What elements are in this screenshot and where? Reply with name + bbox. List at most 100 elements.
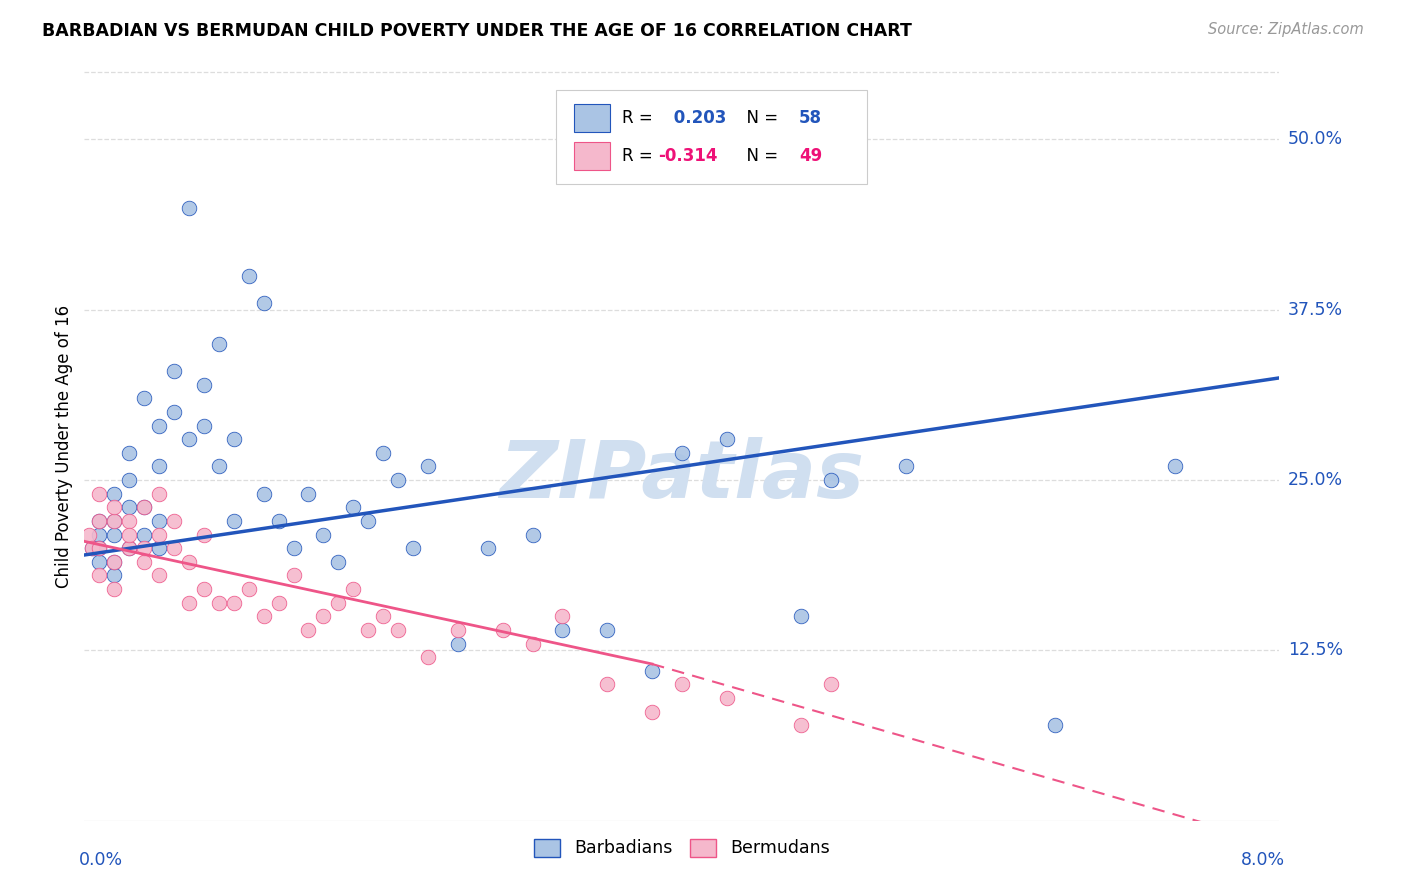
Point <box>1164 459 1187 474</box>
Point <box>312 527 335 541</box>
Point <box>596 623 619 637</box>
Point <box>267 514 290 528</box>
Point <box>222 514 245 528</box>
Point <box>177 432 200 446</box>
Point <box>267 596 290 610</box>
Point <box>402 541 425 556</box>
Point <box>177 596 200 610</box>
Point <box>522 527 544 541</box>
Point <box>118 446 141 460</box>
Point <box>103 582 125 596</box>
Point <box>297 486 319 500</box>
Point <box>641 705 664 719</box>
Text: R =: R = <box>623 147 658 165</box>
Point <box>89 514 111 528</box>
Point <box>1045 718 1067 732</box>
Text: 50.0%: 50.0% <box>1288 130 1343 148</box>
Point <box>328 596 350 610</box>
Point <box>193 527 215 541</box>
Point <box>163 364 186 378</box>
Point <box>357 514 380 528</box>
Point <box>163 514 186 528</box>
Point <box>163 541 186 556</box>
Point <box>148 459 170 474</box>
Point <box>253 486 276 500</box>
Point <box>222 596 245 610</box>
Text: 12.5%: 12.5% <box>1288 641 1343 659</box>
Y-axis label: Child Poverty Under the Age of 16: Child Poverty Under the Age of 16 <box>55 304 73 588</box>
Point <box>222 432 245 446</box>
Point <box>148 418 170 433</box>
Point <box>328 555 350 569</box>
Point <box>118 514 141 528</box>
Point <box>641 664 664 678</box>
Point <box>103 514 125 528</box>
Point <box>193 418 215 433</box>
Point <box>132 555 156 569</box>
Point <box>132 527 156 541</box>
Point <box>118 500 141 515</box>
Point <box>297 623 319 637</box>
Point <box>790 609 813 624</box>
Point <box>163 405 186 419</box>
Point <box>103 555 125 569</box>
Text: 37.5%: 37.5% <box>1288 301 1343 318</box>
Point <box>103 568 125 582</box>
Point <box>80 541 103 556</box>
Text: 25.0%: 25.0% <box>1288 471 1343 489</box>
Point <box>132 500 156 515</box>
Point <box>103 486 125 500</box>
Point <box>312 609 335 624</box>
Point <box>193 582 215 596</box>
Point <box>89 486 111 500</box>
Point <box>118 473 141 487</box>
Point <box>89 555 111 569</box>
Text: 49: 49 <box>799 147 823 165</box>
Point <box>716 691 738 706</box>
FancyBboxPatch shape <box>575 142 610 170</box>
Point <box>492 623 515 637</box>
Point <box>820 473 842 487</box>
Point <box>238 582 260 596</box>
Text: 8.0%: 8.0% <box>1241 851 1285 869</box>
Point <box>89 527 111 541</box>
Text: 0.0%: 0.0% <box>79 851 122 869</box>
Point <box>551 623 574 637</box>
Point <box>551 609 574 624</box>
Point <box>253 609 276 624</box>
Point <box>80 541 103 556</box>
Point <box>373 609 395 624</box>
Text: -0.314: -0.314 <box>658 147 717 165</box>
Point <box>342 500 364 515</box>
Point <box>193 377 215 392</box>
Point <box>357 623 380 637</box>
Point <box>522 636 544 650</box>
Point <box>118 541 141 556</box>
Point <box>671 677 693 691</box>
Point <box>208 596 231 610</box>
Point <box>716 432 738 446</box>
FancyBboxPatch shape <box>557 90 868 184</box>
Point <box>118 527 141 541</box>
Point <box>894 459 917 474</box>
Point <box>238 268 260 283</box>
Point <box>342 582 364 596</box>
Point <box>283 541 305 556</box>
FancyBboxPatch shape <box>575 103 610 132</box>
Point <box>148 514 170 528</box>
Point <box>387 473 409 487</box>
Point <box>208 459 231 474</box>
Text: R =: R = <box>623 109 658 127</box>
Point <box>373 446 395 460</box>
Point <box>103 514 125 528</box>
Point <box>596 677 619 691</box>
Point <box>103 555 125 569</box>
Point <box>148 568 170 582</box>
Point <box>671 446 693 460</box>
Point <box>89 541 111 556</box>
Text: 58: 58 <box>799 109 823 127</box>
Point <box>132 541 156 556</box>
Point <box>416 459 439 474</box>
Point <box>132 392 156 406</box>
Point <box>253 296 276 310</box>
